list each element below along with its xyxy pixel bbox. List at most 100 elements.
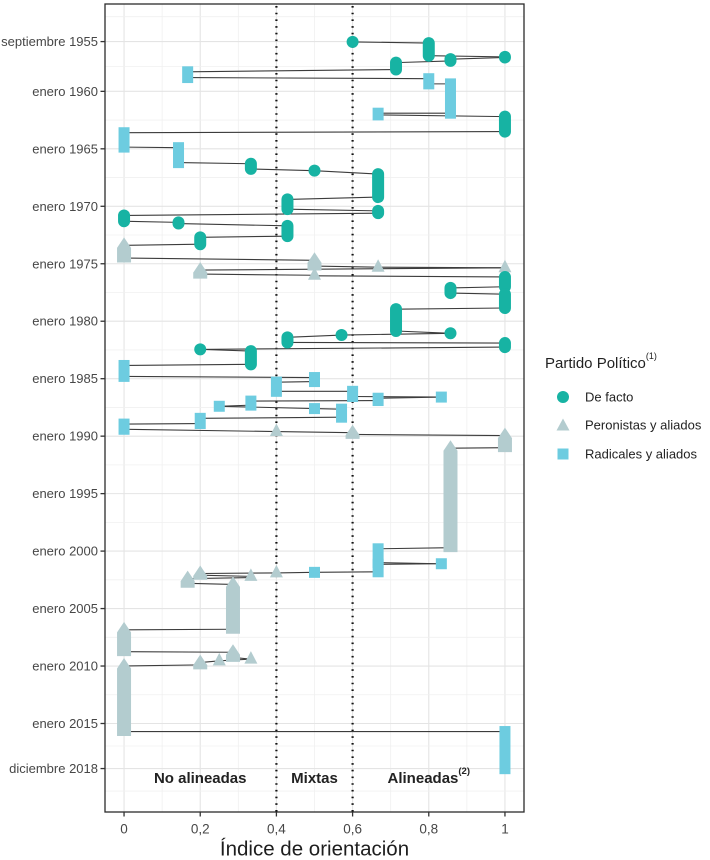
marker-peronistas-y-aliados [225,644,240,662]
marker-radicales-y-aliados [372,392,384,407]
marker-peronistas-y-aliados [443,440,458,553]
marker-radicales-y-aliados [372,558,384,578]
x-tick-label: 0,2 [191,822,210,837]
connector-line [250,399,379,402]
connector-line [200,235,288,238]
connector-line [124,628,233,631]
marker-radicales-y-aliados [499,726,511,775]
connector-line [178,222,288,227]
marker-peronistas-y-aliados [269,564,283,578]
connector-line [200,416,342,419]
marker-radicales-y-aliados [182,66,194,84]
marker-peronistas-y-aliados [193,262,208,279]
region-label-no-alineadas: No alineadas [154,770,247,787]
connector-line [124,651,233,653]
y-tick-label: enero 1990 [32,429,98,444]
connector-line [187,77,429,80]
x-axis-title: Índice de orientación [220,838,409,860]
region-label-superscript: (2) [458,766,470,777]
connector-line [352,41,429,44]
legend-item-radicales: Radicales y aliados [557,447,698,462]
connector-line [287,208,379,212]
data-marks [117,35,512,775]
y-tick-label: diciembre 2018 [9,761,98,776]
marker-de-facto [244,345,257,371]
marker-peronistas-y-aliados [307,252,322,271]
x-tick-label: 1 [501,822,509,837]
connector-line [378,563,442,565]
marker-radicales-y-aliados [309,566,320,578]
y-tick-label: enero 1975 [32,256,98,271]
connector-line [200,267,505,271]
marker-peronistas-y-aliados [371,259,385,272]
region-label-text: No alineadas [154,770,247,787]
y-tick-label: enero 2010 [32,659,98,674]
connector-line [378,547,451,550]
connector-line [450,56,505,60]
marker-peronistas-y-aliados [345,424,360,439]
legend-title-superscript: (1) [646,351,657,361]
y-tick-label: enero 2000 [32,544,98,559]
connector-line [378,114,505,118]
connector-line [276,431,353,434]
region-label-text: Mixtas [291,770,338,787]
legend-label: Peronistas y aliados [585,418,702,433]
marker-radicales-y-aliados [336,403,348,423]
marker-peronistas-y-aliados [193,565,208,580]
marker-peronistas-y-aliados [193,654,208,670]
connector-line [314,571,379,573]
marker-peronistas-y-aliados [497,427,512,453]
legend-triangle-icon [556,418,570,431]
legend-title: Partido Político(1) [545,351,657,372]
connector-line [200,572,277,575]
marker-peronistas-y-aliados [225,576,240,634]
y-tick-label: enero 2015 [32,716,98,731]
connector-line [287,341,505,344]
marker-de-facto [281,219,294,243]
marker-de-facto [308,164,321,177]
marker-de-facto [498,110,511,138]
marker-peronistas-y-aliados [244,568,258,581]
marker-radicales-y-aliados [270,376,282,397]
marker-de-facto [422,37,435,62]
marker-peronistas-y-aliados [117,621,132,657]
marker-radicales-y-aliados [213,400,225,412]
connector-line [124,146,179,149]
x-tick-label: 0,8 [419,822,438,837]
connector-line [187,68,397,73]
x-axis: 0 0,2 0,4 0,6 0,8 1 [120,812,509,837]
connector-line [124,257,315,261]
connector-line [200,273,315,276]
connector-line [219,405,315,410]
connector-line [124,243,201,246]
marker-peronistas-y-aliados [212,652,226,666]
marker-radicales-y-aliados [372,543,384,569]
connector-line [314,170,379,175]
marker-radicales-y-aliados [435,391,447,403]
connector-line [450,286,505,289]
x-tick-label: 0 [120,822,128,837]
marker-radicales-y-aliados [435,558,447,570]
marker-de-facto [372,168,385,204]
marker-peronistas-y-aliados [498,259,512,273]
marker-radicales-y-aliados [173,142,185,169]
connector-line [187,582,233,585]
region-label-alineadas: Alineadas(2) [388,766,471,787]
connector-line [378,396,442,399]
legend-label: Radicales y aliados [585,447,698,462]
connector-line [124,131,505,134]
panel-border [104,3,525,813]
marker-radicales-y-aliados [309,403,320,415]
y-tick-label: septiembre 1955 [1,34,98,49]
marker-radicales-y-aliados [347,385,359,403]
x-tick-label: 0,4 [267,822,286,837]
connector-line [395,60,451,64]
legend-title-text: Partido Político [545,355,646,372]
marker-de-facto [390,303,403,337]
connector-line [287,334,342,338]
region-label-mixtas: Mixtas [291,770,338,787]
marker-de-facto [194,231,207,251]
marker-radicales-y-aliados [309,372,320,388]
